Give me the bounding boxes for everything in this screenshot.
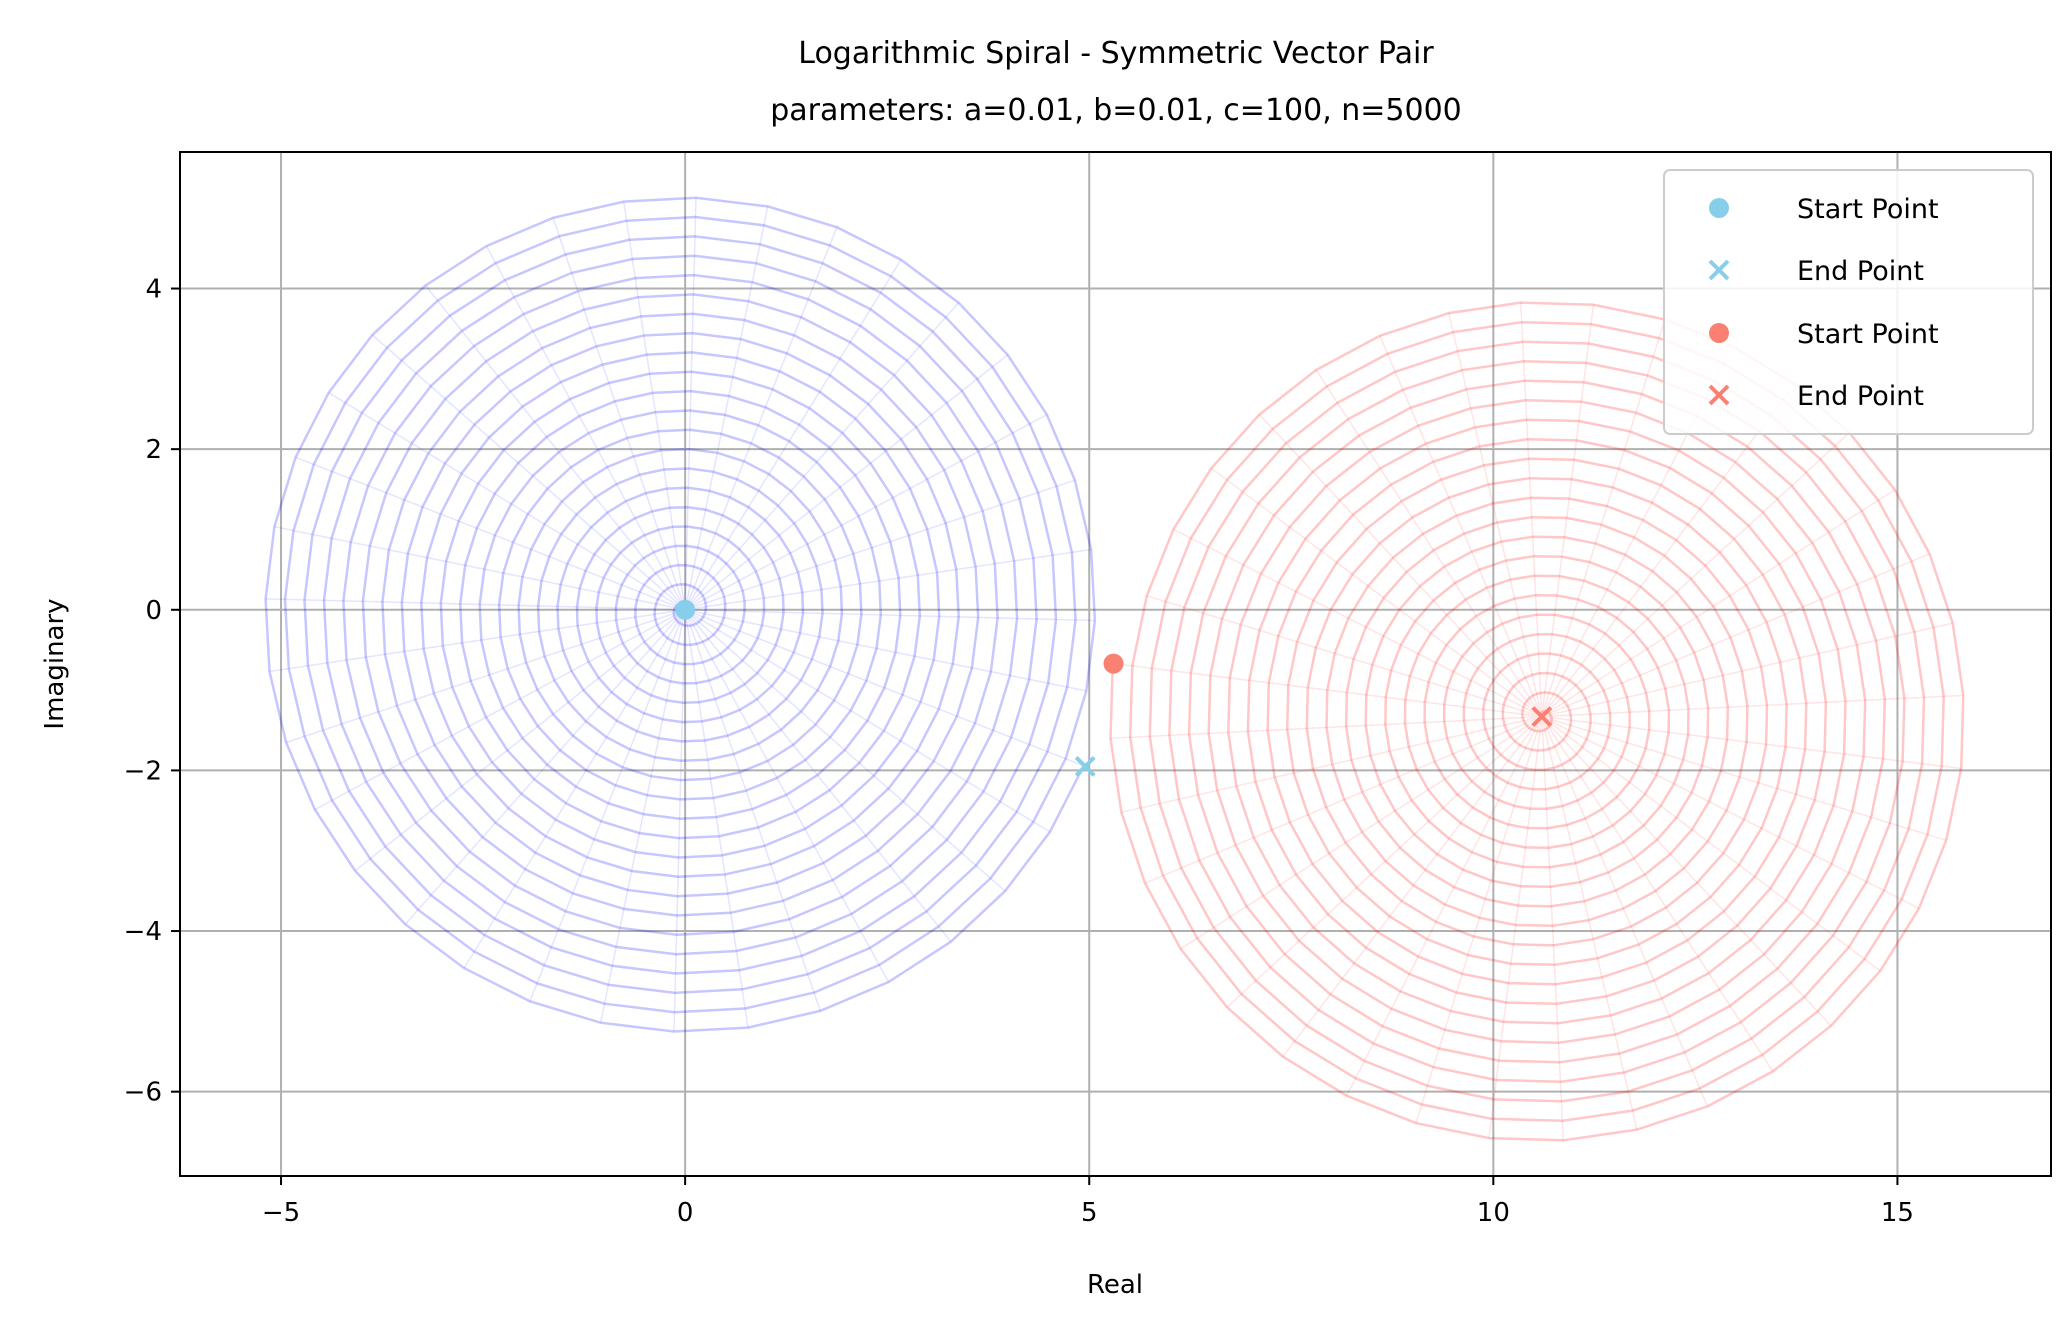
y-tick-label: −2 <box>124 756 162 786</box>
point-markers <box>675 599 1553 777</box>
x-axis-label: Real <box>1087 1270 1143 1300</box>
x-ticks: −5 0 5 10 15 <box>262 1176 1914 1228</box>
x-tick-label: 15 <box>1881 1198 1914 1228</box>
radial-vectors <box>1110 302 1964 1141</box>
legend-entry-blue-end: End Point <box>1708 256 1924 287</box>
end-point-blue <box>1074 755 1096 777</box>
legend-entry-blue-start: Start Point <box>1709 194 1939 225</box>
legend-label: End Point <box>1797 381 1924 412</box>
x-tick-label: −5 <box>262 1198 300 1228</box>
end-point-red <box>1531 706 1553 728</box>
legend-label: Start Point <box>1797 319 1939 350</box>
x-tick-label: 0 <box>677 1198 694 1228</box>
spiral-path <box>264 196 1097 1033</box>
legend-marker-circle <box>1709 198 1729 218</box>
y-tick-label: −4 <box>124 917 162 947</box>
chart-title: Logarithmic Spiral - Symmetric Vector Pa… <box>798 36 1434 71</box>
grid <box>180 152 2051 1176</box>
legend-label: Start Point <box>1797 194 1939 225</box>
axes-frame <box>179 151 2052 1177</box>
y-axis-label: Imaginary <box>40 598 70 729</box>
y-ticks: −6 −4 −2 0 2 4 <box>124 275 180 1108</box>
legend-label: End Point <box>1797 256 1924 287</box>
legend-marker-x <box>1708 259 1730 281</box>
legend-marker-x <box>1708 384 1730 406</box>
y-tick-label: −6 <box>124 1078 162 1108</box>
legend-marker-circle <box>1709 323 1729 343</box>
y-tick-label: 2 <box>145 435 162 465</box>
chart-subtitle: parameters: a=0.01, b=0.01, c=100, n=500… <box>770 93 1462 128</box>
legend: Start Point End Point Start Point End Po… <box>1663 169 2034 435</box>
x-tick-label: 10 <box>1477 1198 1510 1228</box>
x-tick-label: 5 <box>1081 1198 1098 1228</box>
legend-entry-red-end: End Point <box>1708 381 1924 412</box>
y-tick-label: 4 <box>145 275 162 305</box>
start-point-red <box>1103 653 1124 674</box>
start-point-blue <box>675 599 696 620</box>
legend-entry-red-start: Start Point <box>1709 319 1939 350</box>
y-tick-label: 0 <box>145 596 162 626</box>
legend-box <box>1663 169 2034 435</box>
